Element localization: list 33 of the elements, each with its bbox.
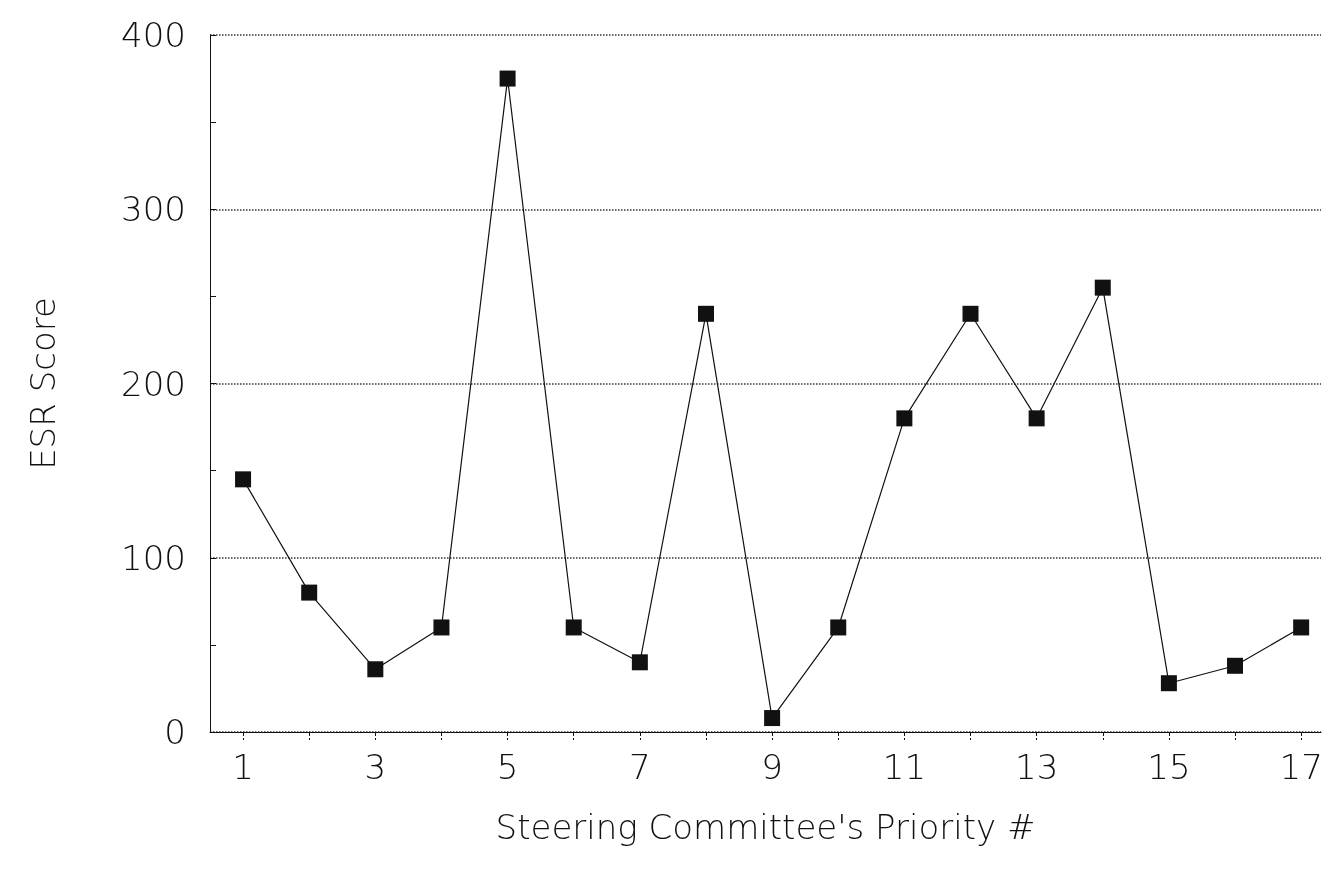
- point: [697, 305, 714, 322]
- x-tick-label: 11: [882, 747, 927, 787]
- y-tick-label: 0: [164, 712, 186, 752]
- point: [1227, 657, 1244, 674]
- point: [631, 654, 648, 671]
- point: [1160, 675, 1177, 692]
- x-tick-label: 17: [1279, 747, 1323, 787]
- point: [764, 710, 781, 727]
- point: [896, 410, 913, 427]
- point: [499, 70, 516, 87]
- point: [1028, 410, 1045, 427]
- x-tick-label: 3: [364, 747, 387, 787]
- point: [235, 471, 252, 488]
- x-tick-label: 5: [496, 747, 519, 787]
- point: [1293, 619, 1310, 636]
- y-tick-label: 400: [121, 15, 186, 55]
- point: [830, 619, 847, 636]
- y-tick-label: 200: [121, 363, 186, 404]
- y-tick-label: 300: [121, 189, 186, 230]
- x-axis-title: Steering Committee's Priority #: [495, 807, 1036, 847]
- y-tick-label: 100: [121, 537, 186, 578]
- x-tick-label: 13: [1015, 747, 1059, 787]
- x-tick-label: 1: [232, 747, 254, 787]
- point: [301, 584, 318, 601]
- x-tick-label: 9: [761, 747, 783, 787]
- x-tick-label: 7: [629, 747, 651, 787]
- point: [433, 619, 450, 636]
- x-tick-label: 15: [1147, 747, 1191, 787]
- y-axis-title: ESR Score: [23, 297, 63, 470]
- point: [565, 619, 582, 636]
- point: [962, 305, 979, 322]
- point: [367, 661, 384, 678]
- point: [1094, 279, 1111, 296]
